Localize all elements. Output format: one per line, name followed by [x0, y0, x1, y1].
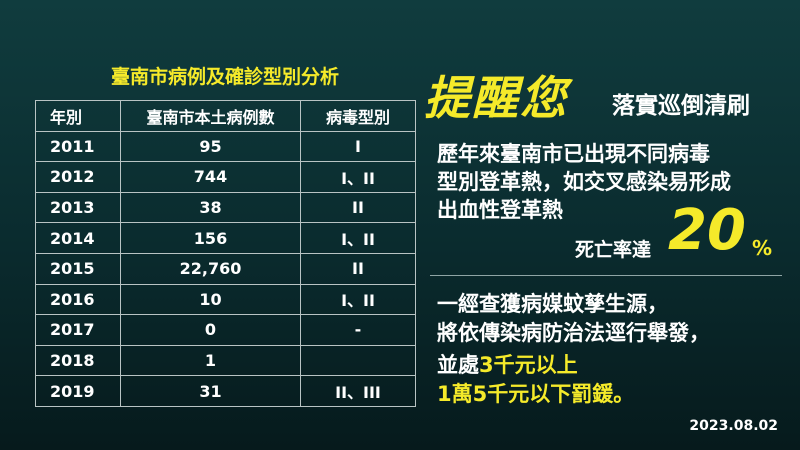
rate-number: 20: [668, 198, 746, 263]
table-cell: 0: [120, 314, 301, 346]
rate-unit: %: [752, 236, 773, 260]
table-title: 臺南市病例及確診型別分析: [110, 66, 339, 88]
table-cell: 2013: [35, 191, 121, 224]
table-cell: 2016: [35, 283, 121, 316]
table-cell: 2019: [35, 375, 121, 407]
penalty-line: 並處3千元以上: [437, 349, 578, 379]
table-row: 2012 744 I、II: [35, 161, 416, 193]
table-cell: 22,760: [120, 252, 301, 285]
table-row: 2016 10 I、II: [35, 283, 416, 316]
text-line: 一經查獲病媒蚊孳生源，: [437, 292, 668, 316]
table-cell: 156: [120, 222, 301, 254]
table-cell: -: [300, 314, 416, 346]
table-cell: I、II: [300, 283, 416, 316]
table-row: 2018 1: [35, 344, 416, 377]
table-row: 2015 22,760 II: [35, 252, 416, 285]
table-cell: 2017: [35, 314, 121, 346]
penalty-line: 1萬5千元以下罰鍰。: [437, 382, 635, 406]
table-row: 2019 31 II、III: [35, 375, 416, 407]
table-cell: 2011: [35, 130, 121, 163]
text-line: 將依傳染病防治法逕行舉發，: [437, 321, 710, 345]
penalty-text: 一經查獲病媒蚊孳生源， 將依傳染病防治法逕行舉發，: [437, 290, 710, 348]
penalty-highlight: 3千元以上: [479, 353, 578, 377]
table-cell: I: [300, 130, 416, 163]
case-table: 年別 臺南市本土病例數 病毒型別 2011 95 I 2012 744 I、II 2013 38 II…: [35, 100, 416, 407]
reminder-text: 歷年來臺南市已出現不同病毒 型別登革熱，如交叉感染易形成 出血性登革熱: [437, 140, 731, 224]
table-row: 2013 38 II: [35, 191, 416, 224]
table-cell: II: [300, 252, 416, 285]
reminder-title: 提醒您: [424, 71, 568, 125]
table-cell: 38: [120, 191, 301, 224]
date: 2023.08.02: [689, 418, 778, 434]
header-cell: 年別: [35, 100, 121, 132]
table-row: 2017 0-: [35, 314, 416, 346]
header-cell: 病毒型別: [300, 100, 416, 132]
penalty-prefix: 並處: [437, 353, 479, 377]
table-cell: II、III: [300, 375, 416, 407]
table-cell: I、II: [300, 222, 416, 254]
table-cell: 31: [120, 375, 301, 407]
text-line: 歷年來臺南市已出現不同病毒: [437, 142, 710, 166]
table-cell: 2014: [35, 222, 121, 254]
table-cell: 10: [120, 283, 301, 316]
reminder-subtitle: 落實巡倒清刷: [612, 93, 750, 119]
table-cell: [300, 344, 416, 377]
table-cell: 2012: [35, 161, 121, 193]
table-cell: 744: [120, 161, 301, 193]
table-cell: 2018: [35, 344, 121, 377]
table-row: 2014 156 I、II: [35, 222, 416, 254]
table-cell: I、II: [300, 161, 416, 193]
table-cell: 2015: [35, 252, 121, 285]
text-line: 型別登革熱，如交叉感染易形成: [437, 170, 731, 194]
table-cell: 1: [120, 344, 301, 377]
text-line: 出血性登革熱: [437, 198, 563, 222]
table-row: 2011 95 I: [35, 130, 416, 163]
table-cell: II: [300, 191, 416, 224]
header-cell: 臺南市本土病例數: [120, 100, 301, 132]
header-row: 年別 臺南市本土病例數 病毒型別: [35, 100, 416, 132]
divider: [430, 275, 782, 276]
rate-label: 死亡率達: [575, 239, 652, 261]
table-cell: 95: [120, 130, 301, 163]
